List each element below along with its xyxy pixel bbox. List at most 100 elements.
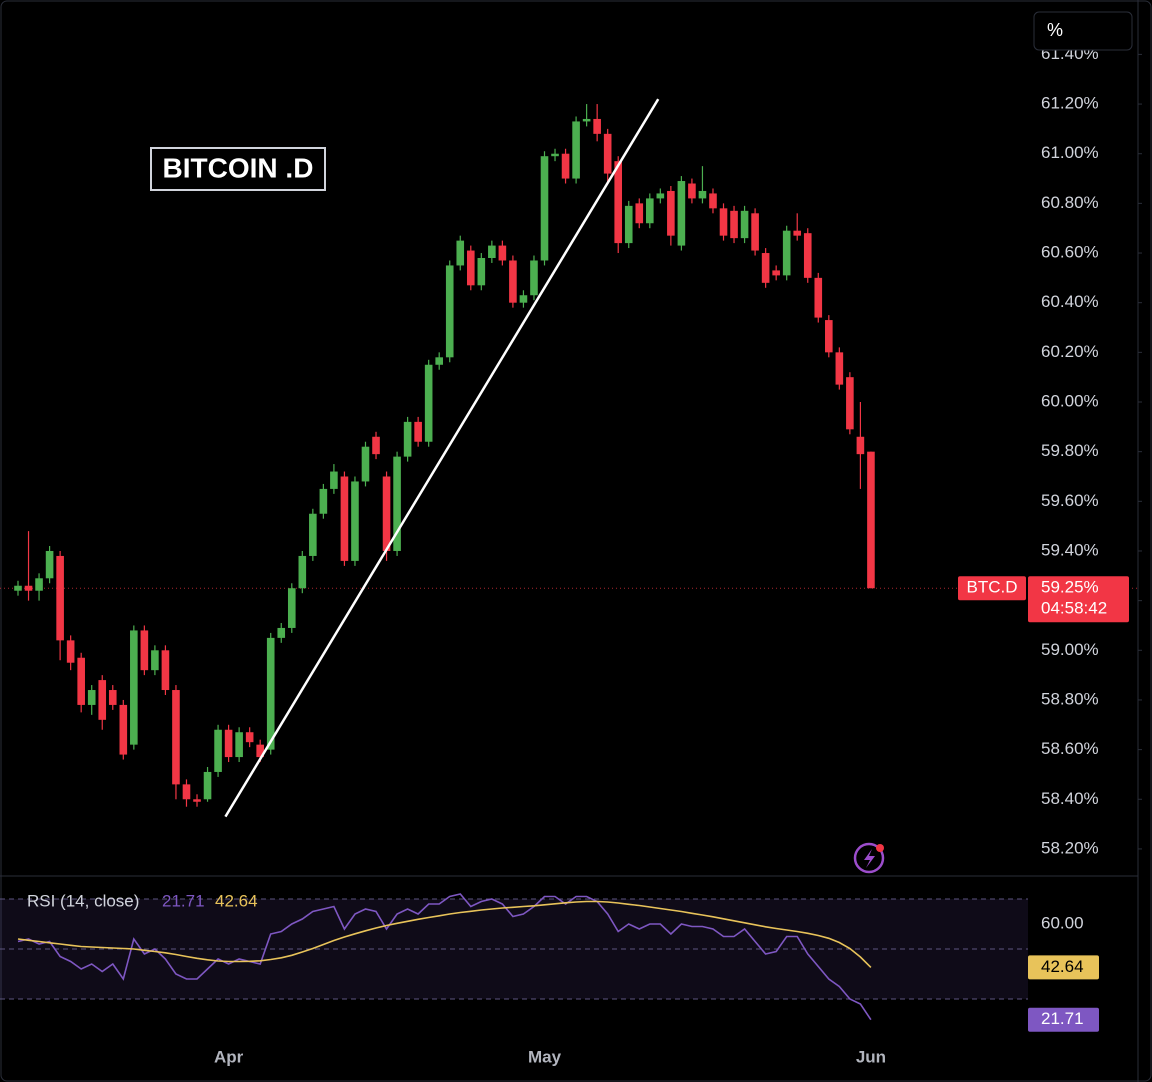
candle-body bbox=[77, 657, 85, 705]
candle-body bbox=[140, 630, 149, 671]
rsi-tick-label: 60.00 bbox=[1041, 913, 1084, 932]
y-tick-label: 58.80% bbox=[1041, 689, 1099, 708]
unit-button[interactable] bbox=[1033, 11, 1133, 51]
candle-body bbox=[130, 630, 138, 745]
candle-body bbox=[87, 690, 96, 705]
candle-body bbox=[214, 729, 222, 772]
candle-body bbox=[266, 637, 275, 750]
candle-body bbox=[340, 476, 349, 561]
rsi-line bbox=[17, 900, 872, 968]
candle-body bbox=[846, 377, 854, 430]
candle-body bbox=[761, 253, 770, 283]
candle-body bbox=[825, 320, 833, 353]
candle-body bbox=[119, 704, 128, 755]
symbol-badge bbox=[958, 576, 1026, 601]
candle-body bbox=[635, 203, 644, 224]
rsi-value-badge-label: 42.64 bbox=[1041, 957, 1084, 976]
candle-body bbox=[740, 210, 749, 239]
candle-body bbox=[403, 421, 412, 457]
candle-body bbox=[488, 245, 496, 258]
candle-body bbox=[35, 578, 43, 591]
candle-body bbox=[298, 555, 307, 589]
rsi-title: RSI (14, close) bbox=[27, 891, 139, 910]
candle-body bbox=[551, 153, 559, 157]
candle-body bbox=[414, 421, 422, 442]
trendline bbox=[224, 98, 660, 818]
x-tick-label: Jun bbox=[856, 1047, 886, 1066]
candle-body bbox=[803, 233, 812, 278]
candle-body bbox=[435, 357, 443, 365]
candle-body bbox=[456, 240, 465, 266]
x-tick-label: May bbox=[528, 1047, 562, 1066]
candle-body bbox=[530, 260, 538, 296]
candle-body bbox=[319, 488, 328, 514]
candle-body bbox=[56, 555, 64, 641]
y-tick-label: 58.60% bbox=[1041, 739, 1099, 758]
candle-body bbox=[782, 230, 791, 276]
candle-body bbox=[351, 481, 359, 561]
x-tick-label: Apr bbox=[214, 1047, 244, 1066]
candle-body bbox=[519, 295, 528, 303]
candle-body bbox=[572, 121, 580, 179]
candle-body bbox=[751, 213, 759, 251]
price-badge bbox=[1028, 576, 1129, 623]
y-tick-label: 59.40% bbox=[1041, 540, 1099, 559]
unit-button-label[interactable]: % bbox=[1047, 20, 1063, 40]
rsi-line bbox=[17, 893, 872, 1021]
candle-body bbox=[856, 436, 865, 455]
candle-body bbox=[235, 732, 243, 758]
candle-body bbox=[814, 277, 823, 318]
candle-body bbox=[582, 118, 591, 122]
candle-body bbox=[277, 627, 286, 638]
candle-body bbox=[867, 451, 875, 589]
candle-body bbox=[98, 680, 107, 720]
candle-body bbox=[593, 118, 601, 134]
candle-body bbox=[603, 133, 612, 174]
candle-body bbox=[698, 190, 707, 199]
y-tick-label: 59.00% bbox=[1041, 640, 1099, 659]
candle-body bbox=[709, 193, 717, 209]
candle-body bbox=[161, 650, 170, 691]
y-tick-label: 59.80% bbox=[1041, 441, 1099, 460]
candle-body bbox=[193, 799, 201, 802]
y-tick-label: 58.20% bbox=[1041, 838, 1099, 857]
candle-body bbox=[498, 245, 507, 261]
candle-body bbox=[66, 640, 75, 663]
candle-body bbox=[445, 265, 454, 358]
title-box bbox=[150, 147, 326, 191]
chart-title: BITCOIN .D bbox=[163, 152, 314, 183]
candle-body bbox=[224, 729, 233, 758]
candle-body bbox=[688, 183, 696, 199]
alert-icon[interactable] bbox=[853, 842, 885, 874]
rsi-value: 21.71 bbox=[162, 891, 205, 910]
candle-body bbox=[182, 784, 191, 800]
candle-body bbox=[677, 181, 686, 246]
rsi-value-badge bbox=[1028, 955, 1099, 980]
candle-body bbox=[719, 208, 728, 236]
candle-body bbox=[24, 585, 33, 591]
y-tick-label: 60.60% bbox=[1041, 243, 1099, 262]
price-pane bbox=[0, 53, 1142, 1021]
candle-body bbox=[614, 161, 623, 244]
y-tick-label: 61.20% bbox=[1041, 94, 1099, 113]
candle-body bbox=[256, 744, 264, 758]
candle-body bbox=[172, 690, 180, 785]
y-tick-label: 61.00% bbox=[1041, 143, 1099, 162]
y-tick-label: 60.20% bbox=[1041, 342, 1099, 361]
candle-body bbox=[656, 193, 665, 199]
candle-body bbox=[14, 585, 22, 591]
candle-body bbox=[45, 550, 54, 579]
candle-body bbox=[793, 230, 802, 236]
candle-body bbox=[772, 270, 780, 276]
candle-body bbox=[151, 650, 159, 671]
candle-body bbox=[287, 588, 296, 628]
rsi-value-badge bbox=[1028, 1007, 1099, 1032]
candle-body bbox=[540, 156, 549, 261]
candle-body bbox=[245, 732, 254, 743]
symbol-label: BTC.D bbox=[967, 578, 1018, 597]
candle-body bbox=[309, 513, 317, 556]
candle-body bbox=[382, 476, 391, 551]
countdown: 04:58:42 bbox=[1041, 599, 1107, 618]
